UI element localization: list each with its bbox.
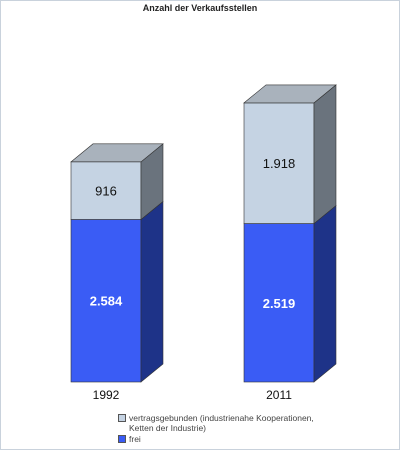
legend-label: vertragsgebunden (industrienahe Kooperat…: [129, 413, 314, 433]
legend-swatch: [118, 435, 126, 443]
chart-title: Anzahl der Verkaufsstellen: [142, 3, 258, 13]
legend-item: frei: [118, 434, 329, 444]
data-label-2011-0: 2.519: [263, 296, 296, 311]
data-label-1992-1: 916: [95, 184, 117, 199]
bar-side-2011-0: [313, 204, 337, 383]
legend: vertragsgebunden (industrienahe Kooperat…: [118, 413, 329, 445]
bar-2011-frei: [243, 223, 315, 383]
bar-top-1992: [70, 143, 164, 163]
bar-2011-vertragsgebunden: [243, 102, 315, 224]
legend-label: frei: [129, 434, 141, 444]
data-label-2011-1: 1.918: [263, 156, 296, 171]
data-label-1992-0: 2.584: [90, 294, 123, 309]
bar-top-2011: [243, 84, 337, 104]
legend-swatch: [118, 414, 126, 422]
bar-side-1992-0: [140, 200, 164, 383]
bar-1992-vertragsgebunden: [70, 161, 142, 220]
bar-side-2011-1: [313, 84, 337, 225]
category-label-2011: 2011: [266, 388, 292, 402]
legend-item: vertragsgebunden (industrienahe Kooperat…: [118, 413, 329, 433]
category-label-1992: 1992: [93, 388, 120, 402]
